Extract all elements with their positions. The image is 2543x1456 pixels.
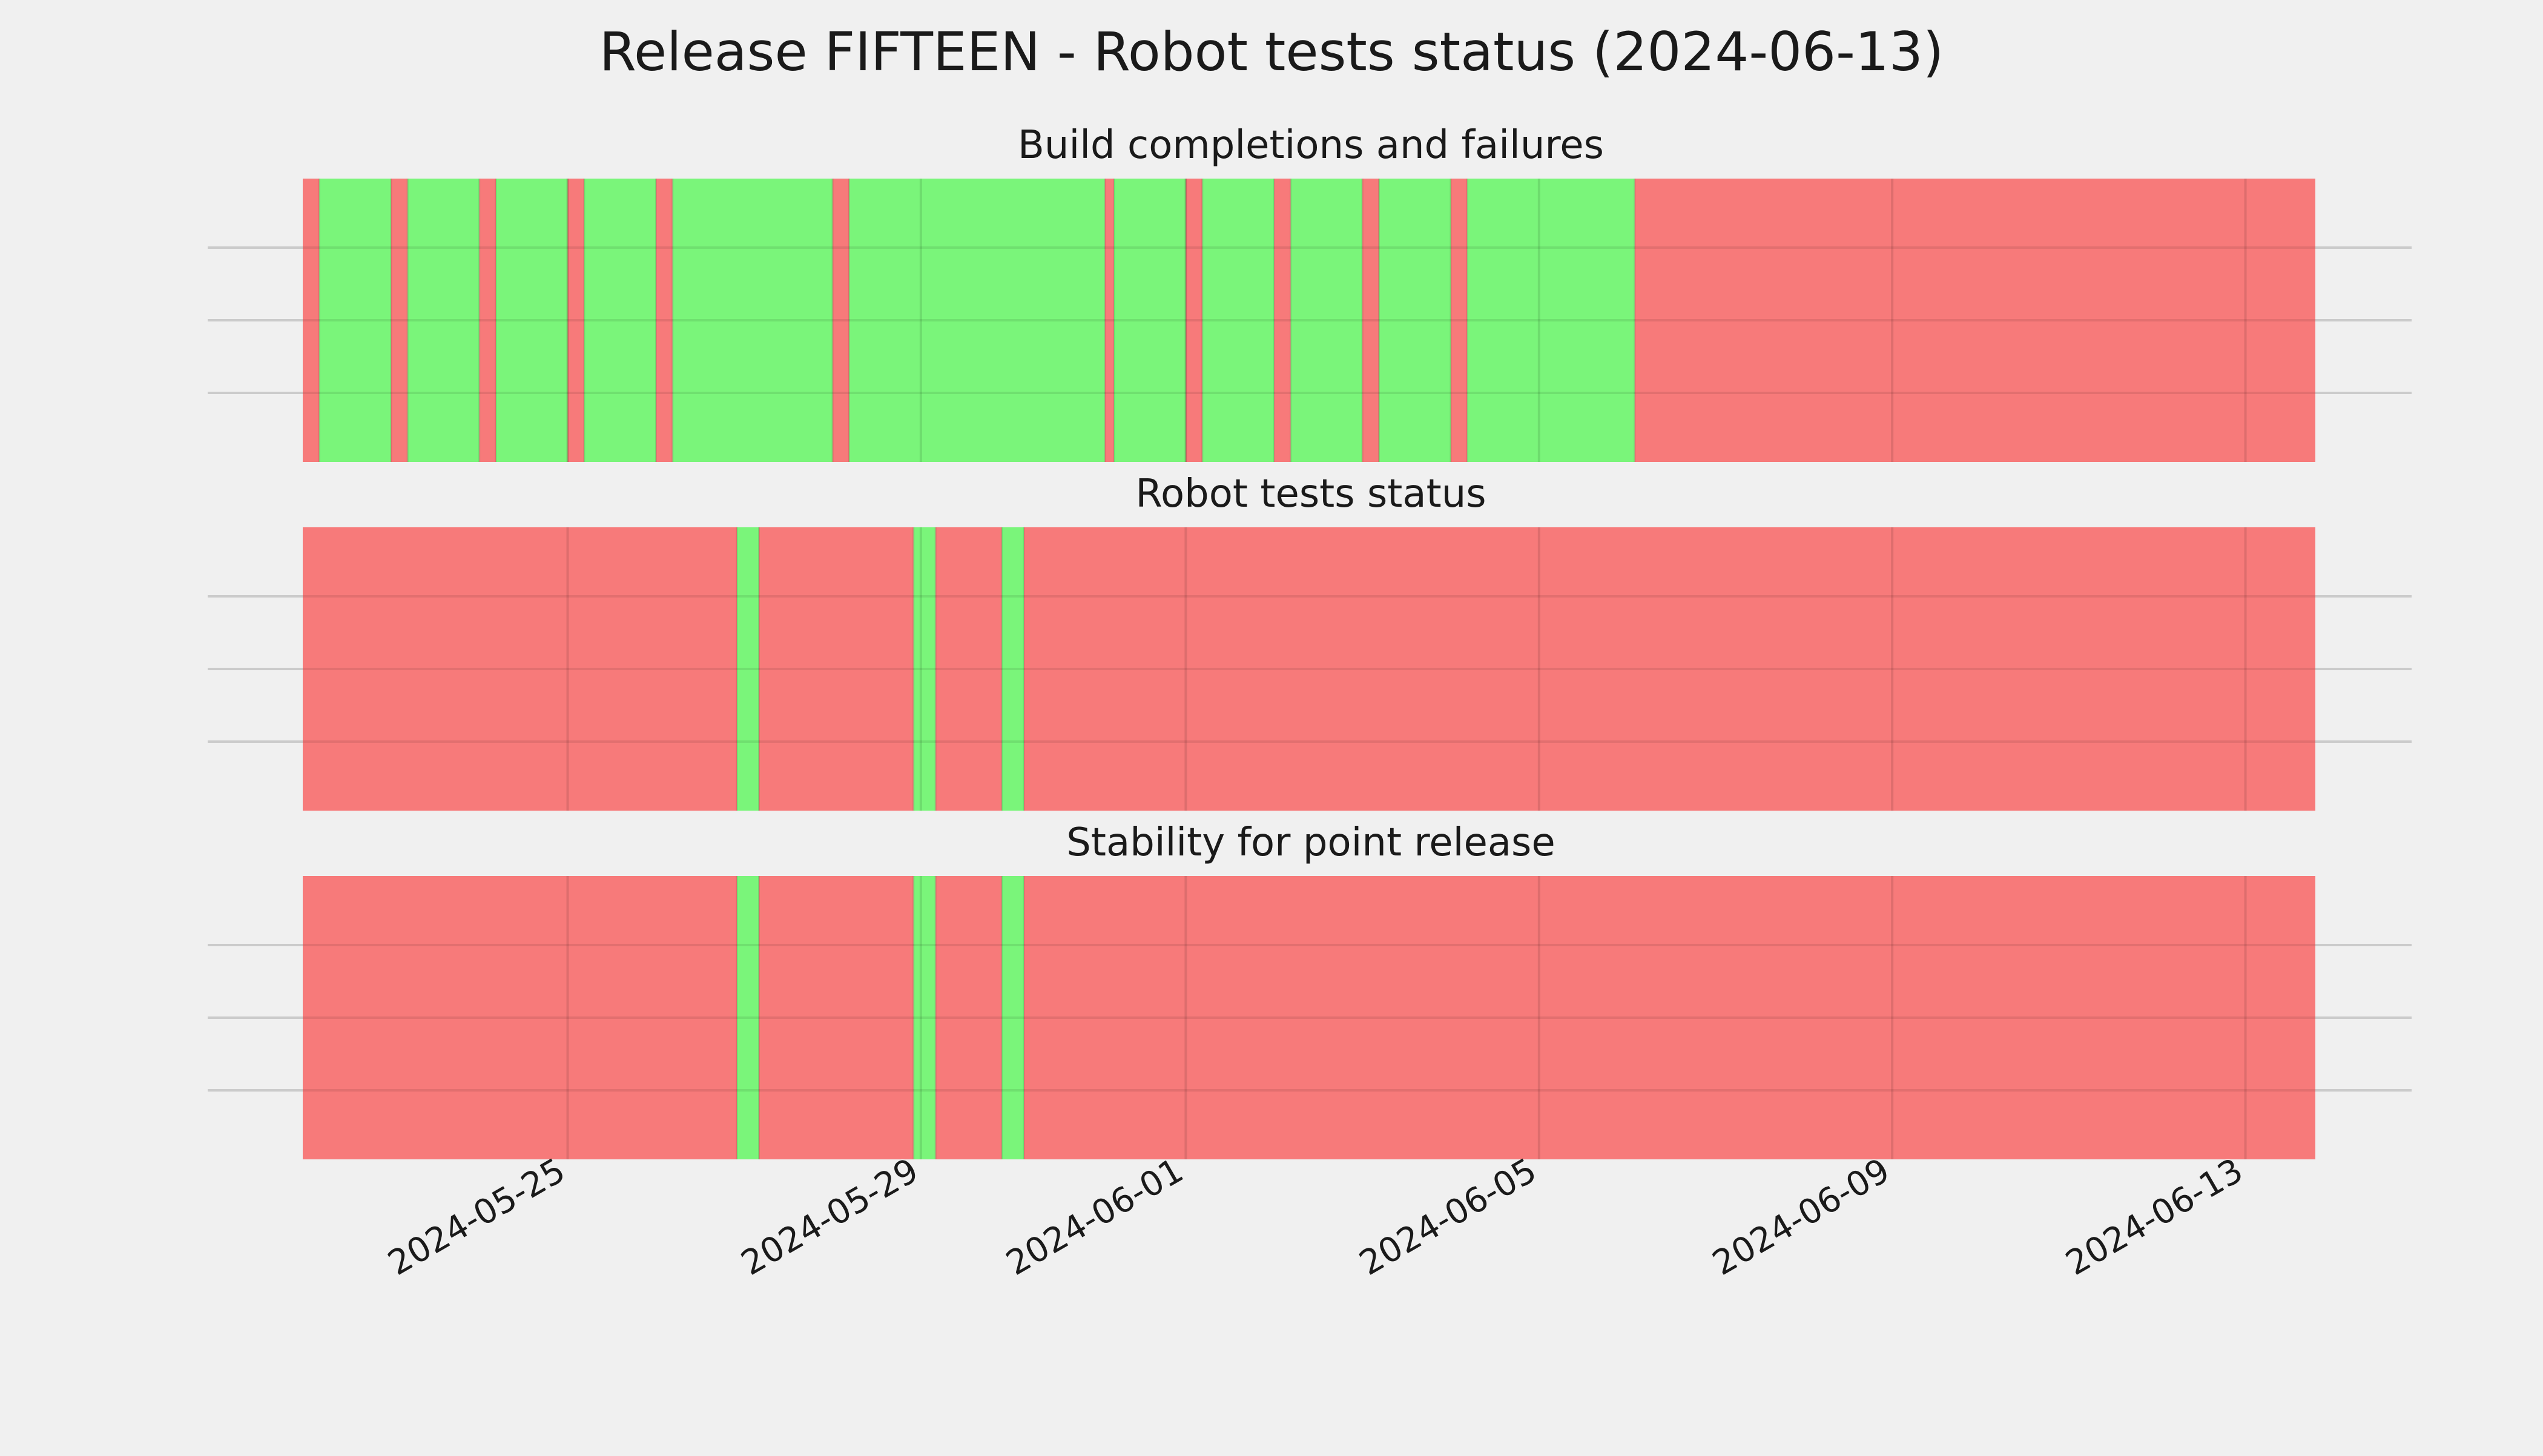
segment-pass (672, 179, 833, 462)
segment-pass (319, 179, 391, 462)
segment-pass (737, 527, 759, 811)
segment-pass (1290, 179, 1363, 462)
panel-2: Robot tests status (208, 472, 2412, 811)
segment-pass (1202, 179, 1275, 462)
panel-title: Stability for point release (1066, 820, 1555, 865)
segment-fail (1274, 179, 1291, 462)
segment-fail (1104, 179, 1114, 462)
segment-pass (584, 179, 656, 462)
segment-fail (391, 179, 408, 462)
segment-pass (1001, 527, 1024, 811)
segment-fail (1450, 179, 1468, 462)
segment-fail (935, 527, 1002, 811)
segment-fail (1634, 179, 2315, 462)
segment-pass (1467, 179, 1635, 462)
segment-pass (737, 876, 759, 1159)
x-tick-label: 2024-06-13 (2059, 1151, 2249, 1283)
segment-fail (656, 179, 673, 462)
panel-3: Stability for point release (208, 820, 2412, 1159)
x-tick-label: 2024-06-09 (1706, 1151, 1896, 1283)
panel-1: Build completions and failures (208, 123, 2412, 462)
segment-pass (913, 527, 936, 811)
panel-title: Build completions and failures (1018, 123, 1604, 168)
x-tick-label: 2024-05-29 (735, 1151, 925, 1283)
segment-fail (303, 876, 737, 1159)
x-tick-label: 2024-05-25 (381, 1151, 572, 1283)
segment-fail (303, 179, 320, 462)
segment-fail (303, 527, 737, 811)
x-tick-label: 2024-06-05 (1353, 1151, 1543, 1283)
segment-fail (479, 179, 496, 462)
panel-title: Robot tests status (1135, 472, 1486, 516)
segment-fail (935, 876, 1002, 1159)
x-tick-label: 2024-06-01 (1000, 1151, 1190, 1283)
segment-fail (759, 876, 914, 1159)
chart-title: Release FIFTEEN - Robot tests status (20… (599, 21, 1944, 83)
segment-pass (407, 179, 480, 462)
segment-fail (833, 179, 849, 462)
segment-fail (1024, 527, 2315, 811)
segment-fail (567, 179, 584, 462)
segment-pass (1379, 179, 1451, 462)
segment-pass (849, 179, 1105, 462)
segment-fail (1186, 179, 1202, 462)
segment-fail (1024, 876, 2315, 1159)
segment-pass (913, 876, 936, 1159)
segment-pass (1113, 179, 1186, 462)
segment-pass (1001, 876, 1024, 1159)
segment-fail (759, 527, 914, 811)
segment-fail (1362, 179, 1379, 462)
segment-pass (496, 179, 568, 462)
